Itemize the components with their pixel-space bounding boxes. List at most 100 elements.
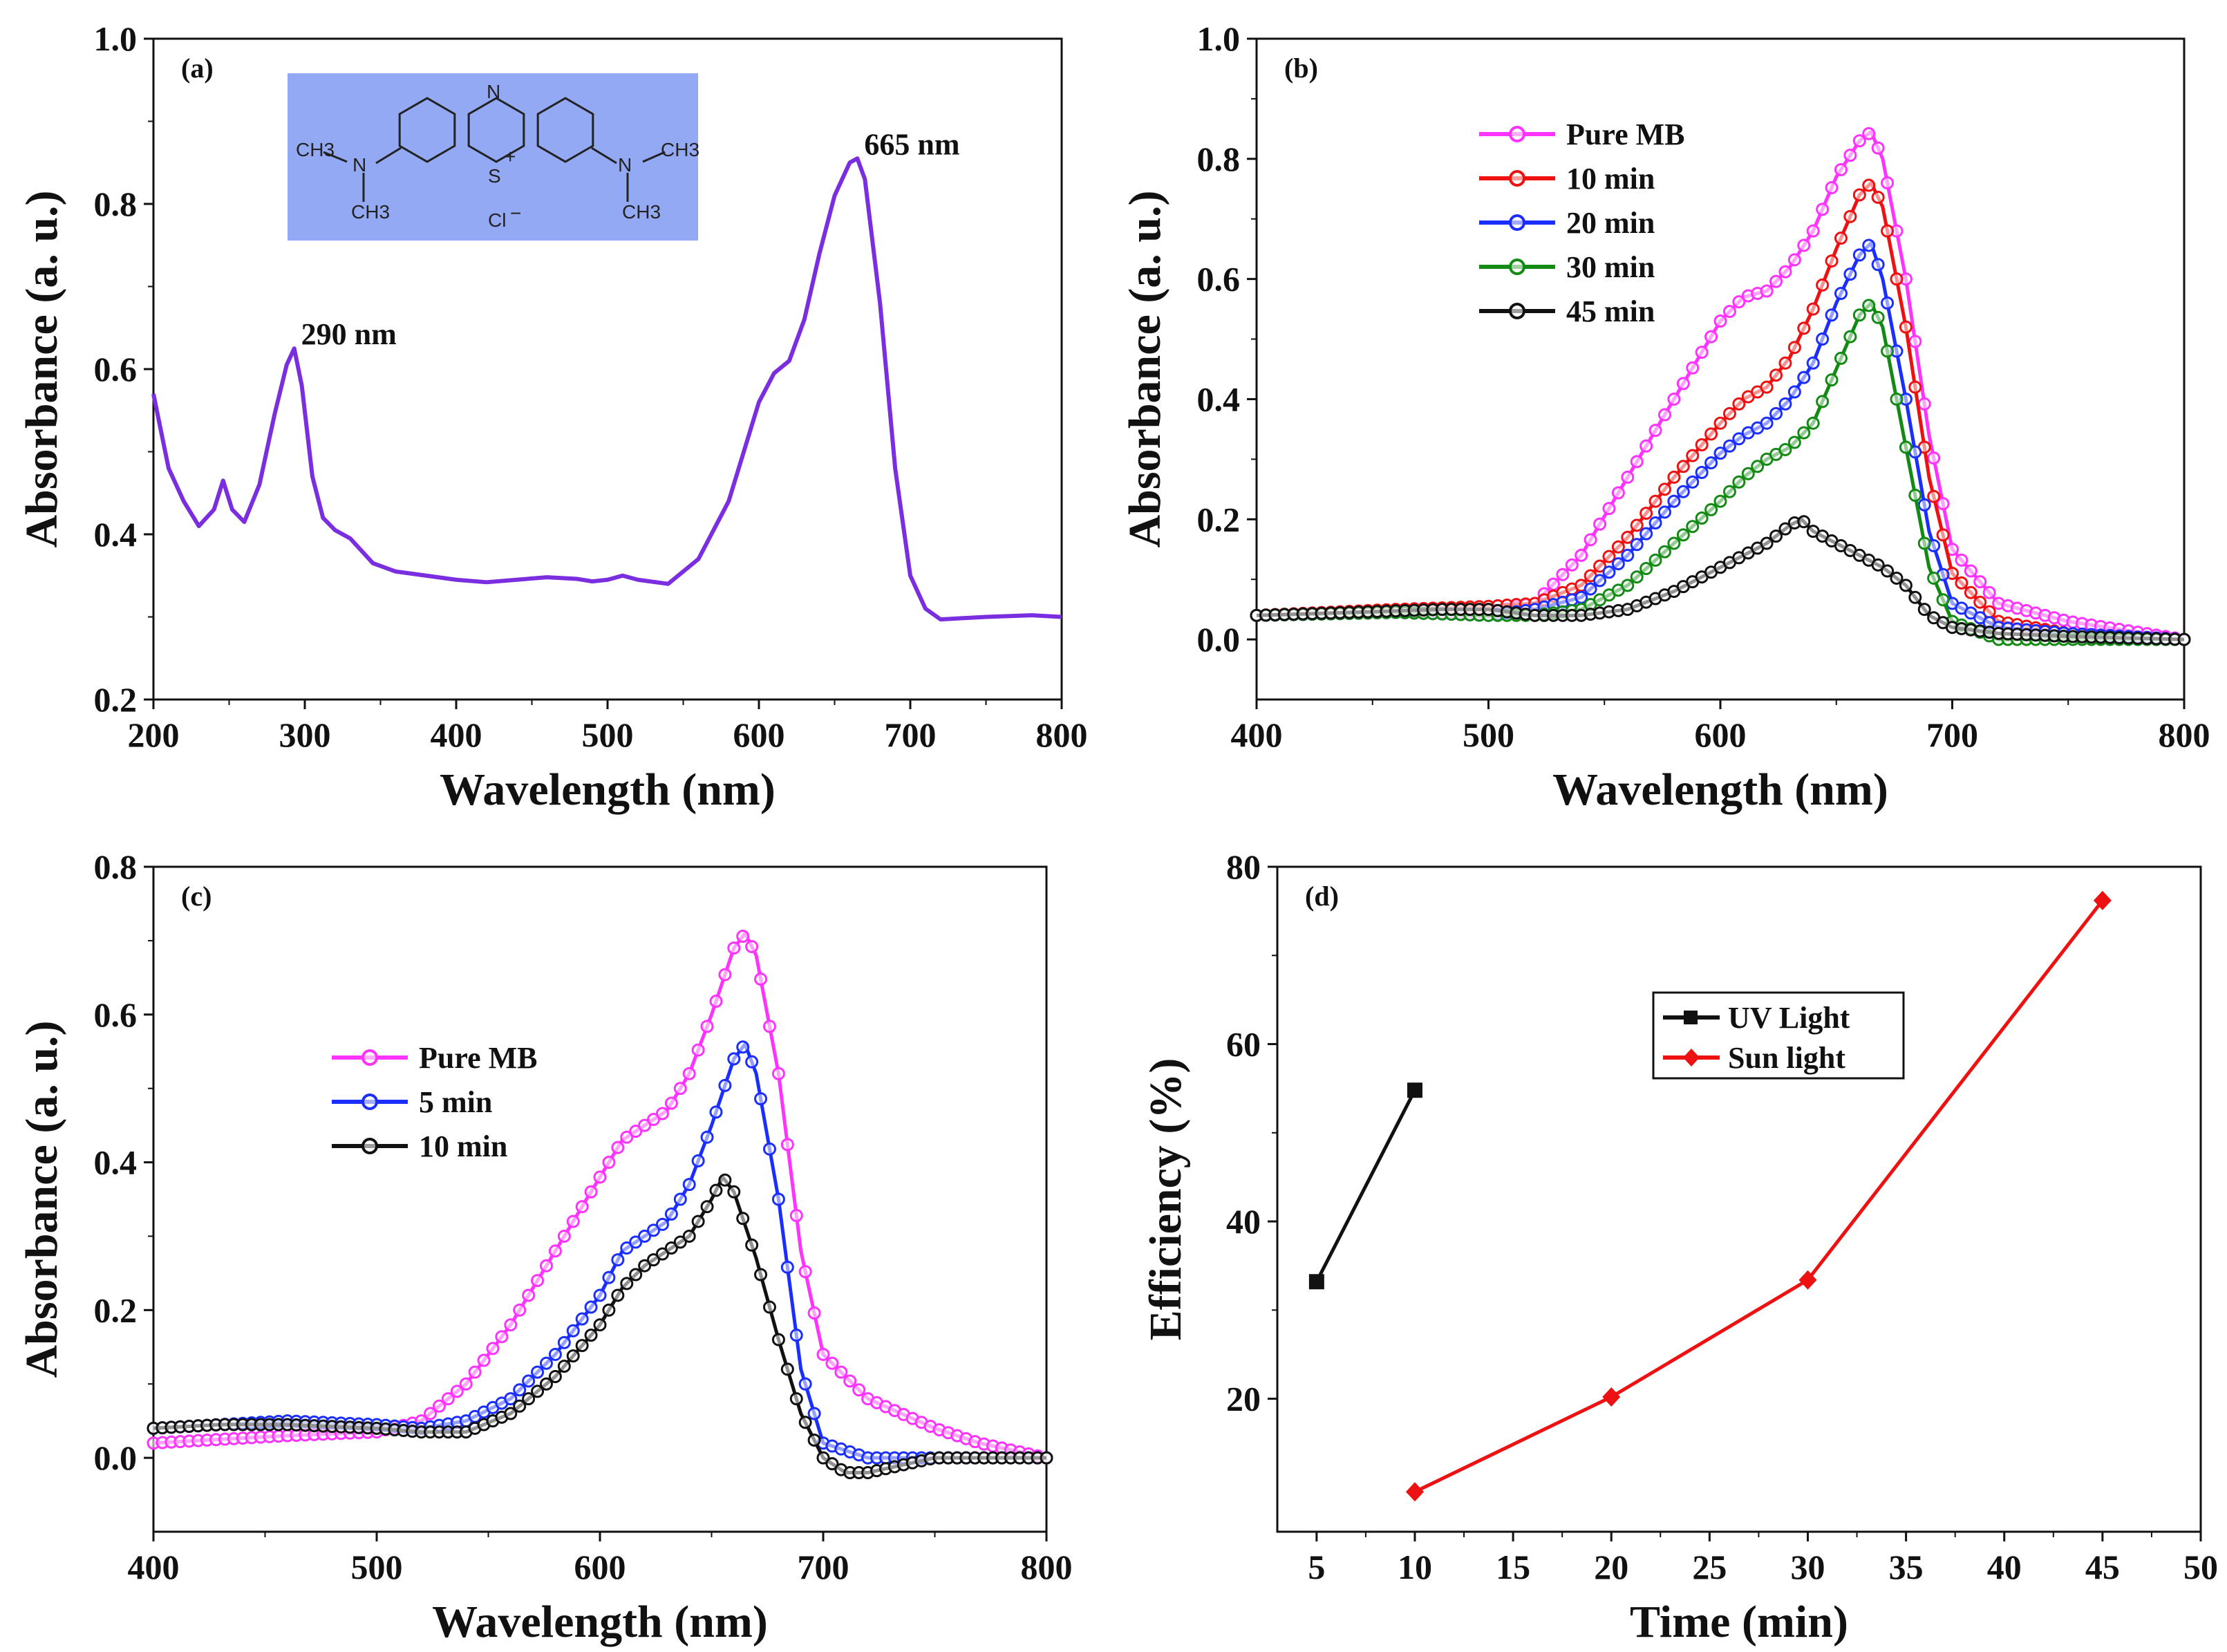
data-point-marker	[566, 1349, 580, 1363]
data-point-marker	[1686, 520, 1700, 534]
data-point-marker	[789, 1209, 803, 1223]
structure-label: CH3	[622, 201, 661, 223]
data-point-marker	[504, 1392, 518, 1406]
data-point-marker	[548, 1347, 562, 1361]
data-point-marker	[1881, 344, 1895, 358]
x-tick-label: 400	[431, 715, 482, 754]
x-axis-label: Time (min)	[1630, 1597, 1848, 1647]
data-point-marker	[638, 1259, 652, 1273]
data-point-marker	[531, 1385, 545, 1398]
data-point-marker	[1936, 528, 1950, 542]
methylene-blue-structure-inset: CH3 N S+ Cl − N CH3 CH3 N CH3	[288, 73, 699, 241]
data-point-marker	[593, 1318, 607, 1332]
data-point-marker	[1657, 408, 1671, 422]
data-point-marker	[1825, 308, 1839, 322]
data-point-marker	[807, 1306, 821, 1320]
data-point-marker	[1760, 380, 1774, 394]
data-point-marker	[1621, 579, 1635, 592]
data-point-marker	[1686, 475, 1700, 489]
data-point-marker	[1713, 447, 1727, 460]
data-point-marker	[602, 1303, 616, 1317]
series-line-uv-light	[1315, 1089, 1417, 1283]
data-point-marker	[1722, 485, 1736, 498]
data-point-marker	[807, 1433, 821, 1447]
data-point-marker	[1806, 356, 1820, 370]
data-point-marker	[1611, 486, 1625, 500]
data-point-marker	[1778, 397, 1792, 411]
data-point-marker	[664, 1207, 678, 1221]
data-point-marker	[745, 1055, 759, 1069]
structure-label: S	[488, 165, 501, 187]
data-point-marker	[1657, 505, 1671, 519]
data-point-marker	[682, 1178, 696, 1192]
x-tick-label: 700	[798, 1548, 849, 1586]
data-point-marker	[1778, 522, 1792, 536]
data-point-marker	[513, 1383, 527, 1397]
ring-hexagon	[398, 97, 456, 163]
data-point-marker	[1852, 188, 1866, 202]
data-point-marker	[1834, 232, 1848, 245]
panel-label: (c)	[181, 881, 212, 912]
data-point-marker	[807, 1407, 821, 1420]
data-point-marker	[1760, 536, 1774, 550]
data-point-marker	[495, 1330, 509, 1344]
data-point-marker	[1917, 397, 1931, 411]
y-tick-label: 0.2	[94, 1290, 138, 1329]
data-point-marker	[1825, 181, 1839, 195]
data-point-marker	[1982, 585, 1996, 599]
data-point-marker	[1797, 426, 1811, 440]
data-point-marker	[718, 1078, 732, 1092]
data-point-marker	[1816, 203, 1830, 216]
data-point-marker	[584, 1185, 598, 1199]
x-axis-label: Wavelength (nm)	[1552, 764, 1888, 815]
data-point-marker	[548, 1244, 562, 1258]
data-point-marker	[477, 1353, 491, 1367]
legend-marker	[1509, 170, 1525, 187]
data-point-marker	[620, 1277, 634, 1290]
data-point-marker	[691, 1214, 705, 1228]
y-tick-label: 0.4	[94, 515, 138, 554]
data-point-marker	[1843, 149, 1857, 162]
data-point-marker	[1871, 190, 1885, 204]
data-point-marker	[575, 1339, 589, 1353]
structure-label: CH3	[661, 139, 699, 160]
data-point-marker	[1676, 460, 1690, 473]
data-point-marker	[762, 1020, 776, 1033]
data-point-marker	[602, 1270, 616, 1284]
data-point-marker	[825, 1457, 839, 1471]
data-point-marker	[602, 1156, 616, 1170]
data-point-marker	[441, 1392, 455, 1406]
chart-panel-4: 5 10 15 20 25 30 35 40 45 50 20 40 60 80 Time (min) Eff…	[1140, 847, 2218, 1647]
legend-label: 5 min	[419, 1085, 492, 1119]
data-point-marker	[1927, 489, 1941, 503]
legend-marker	[361, 1138, 378, 1154]
data-point-marker	[1843, 267, 1857, 281]
data-point-marker	[1565, 558, 1579, 572]
bond-line	[323, 151, 348, 163]
x-tick-label: 15	[1496, 1548, 1530, 1586]
plot-frame	[1255, 37, 2186, 701]
legend-label: 45 min	[1566, 294, 1655, 328]
data-point-marker	[1908, 590, 1922, 604]
data-point-marker	[522, 1288, 536, 1302]
data-point-marker	[584, 1300, 598, 1314]
peak-annotation: 665 nm	[864, 127, 959, 161]
data-point-marker	[1769, 274, 1783, 288]
data-point-marker	[1825, 373, 1839, 387]
data-point-marker	[593, 1170, 607, 1184]
data-point-marker	[575, 1200, 589, 1214]
data-point-marker	[1908, 489, 1922, 503]
data-point-marker	[539, 1377, 553, 1391]
data-point-marker	[1686, 361, 1700, 375]
data-point-marker	[1648, 553, 1662, 567]
data-point-marker	[620, 1130, 634, 1144]
y-tick-label: 0.8	[1197, 140, 1241, 178]
data-point-marker	[575, 1312, 589, 1326]
data-point-marker	[754, 1092, 768, 1106]
data-point-marker	[522, 1392, 536, 1406]
x-tick-label: 800	[1036, 715, 1088, 754]
x-tick-label: 35	[1889, 1548, 1924, 1586]
x-tick-label: 10	[1398, 1548, 1432, 1586]
bond-line	[642, 151, 666, 163]
data-point-marker	[1834, 351, 1848, 365]
